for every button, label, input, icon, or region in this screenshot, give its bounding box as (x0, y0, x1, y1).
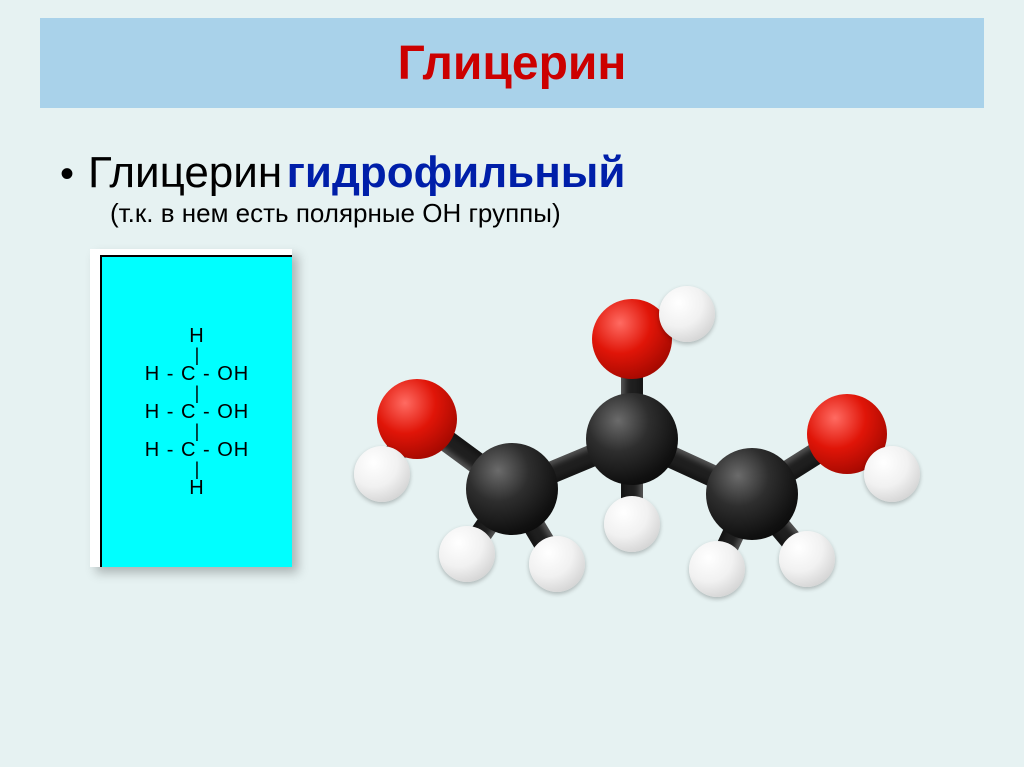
figures-row: H|H - C - OH|H - C - OH|H - C - OH|H (60, 249, 964, 619)
bullet-word-1: Глицерин (88, 148, 282, 197)
formula-line: | (195, 461, 200, 477)
content-area: • Глицерин гидрофильный (т.к. в нем есть… (60, 148, 964, 619)
atom-h (689, 541, 745, 597)
formula-line: H - C - OH (145, 439, 249, 461)
formula-line: | (195, 423, 200, 439)
atom-h (659, 286, 715, 342)
formula-line: | (195, 385, 200, 401)
atom-c (586, 393, 678, 485)
structural-formula: H|H - C - OH|H - C - OH|H - C - OH|H (100, 255, 292, 567)
atom-c (466, 443, 558, 535)
atom-h (604, 496, 660, 552)
atom-h (529, 536, 585, 592)
atom-h (779, 531, 835, 587)
structural-formula-panel: H|H - C - OH|H - C - OH|H - C - OH|H (90, 249, 292, 567)
formula-line: H - C - OH (145, 401, 249, 423)
bullet-marker: • (60, 154, 74, 194)
molecule-3d-model (352, 259, 912, 619)
bullet-line: • Глицерин гидрофильный (60, 148, 964, 198)
atom-h (864, 446, 920, 502)
atom-c (706, 448, 798, 540)
page-title: Глицерин (398, 36, 627, 91)
formula-line: H - C - OH (145, 363, 249, 385)
bullet-word-2: гидрофильный (287, 148, 626, 197)
formula-line: H (189, 325, 204, 347)
atom-h (354, 446, 410, 502)
title-bar: Глицерин (40, 18, 984, 108)
formula-line: | (195, 347, 200, 363)
bullet-subtext: (т.к. в нем есть полярные ОН группы) (110, 198, 964, 229)
atom-h (439, 526, 495, 582)
formula-line: H (189, 477, 204, 499)
